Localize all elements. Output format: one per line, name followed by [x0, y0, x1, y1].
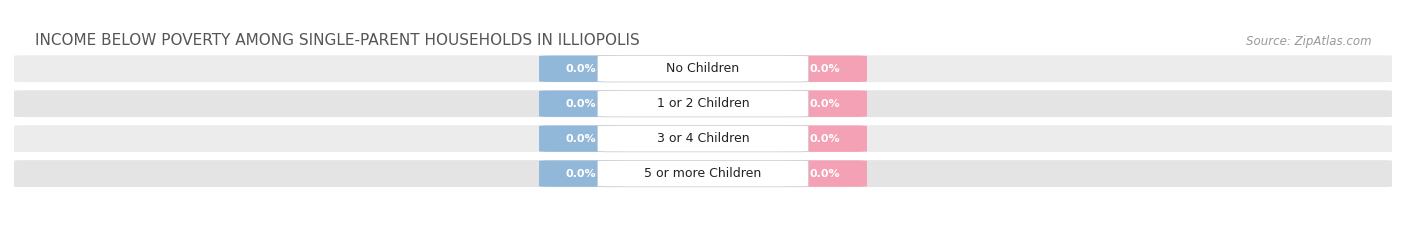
FancyBboxPatch shape	[538, 160, 623, 187]
FancyBboxPatch shape	[538, 55, 623, 82]
Text: 0.0%: 0.0%	[565, 64, 596, 74]
Text: 0.0%: 0.0%	[565, 99, 596, 109]
Text: 0.0%: 0.0%	[565, 169, 596, 178]
FancyBboxPatch shape	[538, 90, 623, 117]
FancyBboxPatch shape	[11, 160, 1395, 187]
Text: Source: ZipAtlas.com: Source: ZipAtlas.com	[1246, 35, 1371, 48]
Text: INCOME BELOW POVERTY AMONG SINGLE-PARENT HOUSEHOLDS IN ILLIOPOLIS: INCOME BELOW POVERTY AMONG SINGLE-PARENT…	[35, 33, 640, 48]
Text: 0.0%: 0.0%	[810, 169, 841, 178]
Text: 0.0%: 0.0%	[810, 99, 841, 109]
FancyBboxPatch shape	[783, 55, 868, 82]
FancyBboxPatch shape	[598, 125, 808, 152]
Text: No Children: No Children	[666, 62, 740, 75]
FancyBboxPatch shape	[783, 160, 868, 187]
Text: 0.0%: 0.0%	[565, 134, 596, 144]
FancyBboxPatch shape	[11, 90, 1395, 117]
FancyBboxPatch shape	[538, 125, 623, 152]
Text: 0.0%: 0.0%	[810, 64, 841, 74]
FancyBboxPatch shape	[783, 90, 868, 117]
Text: 0.0%: 0.0%	[810, 134, 841, 144]
Text: 5 or more Children: 5 or more Children	[644, 167, 762, 180]
Text: 3 or 4 Children: 3 or 4 Children	[657, 132, 749, 145]
FancyBboxPatch shape	[783, 125, 868, 152]
FancyBboxPatch shape	[598, 90, 808, 117]
Text: 1 or 2 Children: 1 or 2 Children	[657, 97, 749, 110]
FancyBboxPatch shape	[11, 125, 1395, 152]
FancyBboxPatch shape	[598, 55, 808, 82]
FancyBboxPatch shape	[598, 160, 808, 187]
FancyBboxPatch shape	[11, 55, 1395, 82]
